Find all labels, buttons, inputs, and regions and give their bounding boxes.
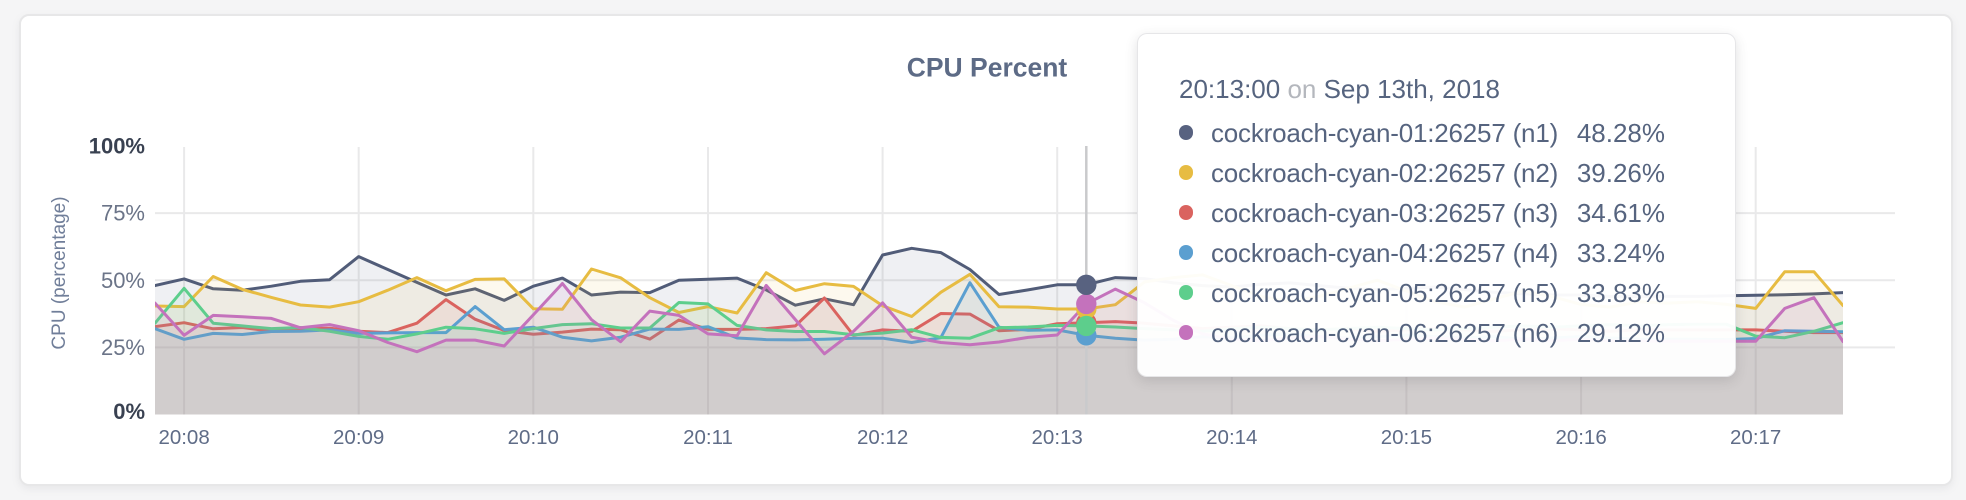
- svg-text:50%: 50%: [101, 268, 145, 293]
- svg-text:20:08: 20:08: [158, 426, 209, 449]
- svg-text:0%: 0%: [113, 399, 145, 424]
- svg-text:75%: 75%: [101, 201, 145, 226]
- svg-text:20:17: 20:17: [1730, 426, 1781, 449]
- svg-text:CPU Percent: CPU Percent: [907, 53, 1068, 83]
- svg-text:20:15: 20:15: [1381, 426, 1432, 449]
- svg-text:20:09: 20:09: [333, 426, 384, 449]
- svg-text:20:14: 20:14: [1206, 426, 1257, 449]
- svg-text:100%: 100%: [89, 134, 145, 159]
- svg-text:20:16: 20:16: [1555, 426, 1606, 449]
- svg-text:CPU (percentage): CPU (percentage): [49, 196, 70, 349]
- svg-text:25%: 25%: [101, 335, 145, 360]
- svg-text:20:12: 20:12: [857, 426, 908, 449]
- svg-text:20:13: 20:13: [1032, 426, 1083, 449]
- svg-text:20:10: 20:10: [508, 426, 559, 449]
- svg-text:20:11: 20:11: [683, 426, 733, 449]
